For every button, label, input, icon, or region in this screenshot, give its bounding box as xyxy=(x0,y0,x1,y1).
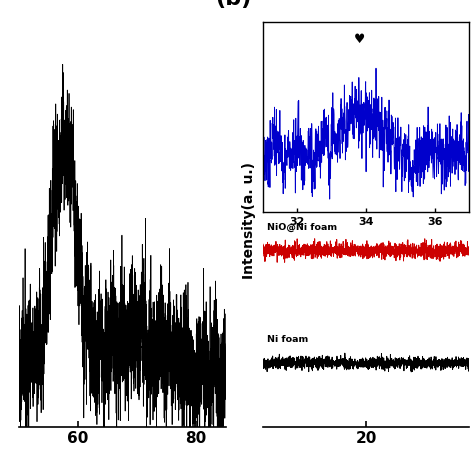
Y-axis label: Intensity(a. u.): Intensity(a. u.) xyxy=(242,162,256,279)
Text: (b): (b) xyxy=(215,0,252,9)
Text: MoS₂-G-NiO@Ni f: MoS₂-G-NiO@Ni f xyxy=(267,110,357,119)
Text: NiO@Ni foam: NiO@Ni foam xyxy=(267,222,337,232)
Text: Ni foam: Ni foam xyxy=(267,335,308,344)
